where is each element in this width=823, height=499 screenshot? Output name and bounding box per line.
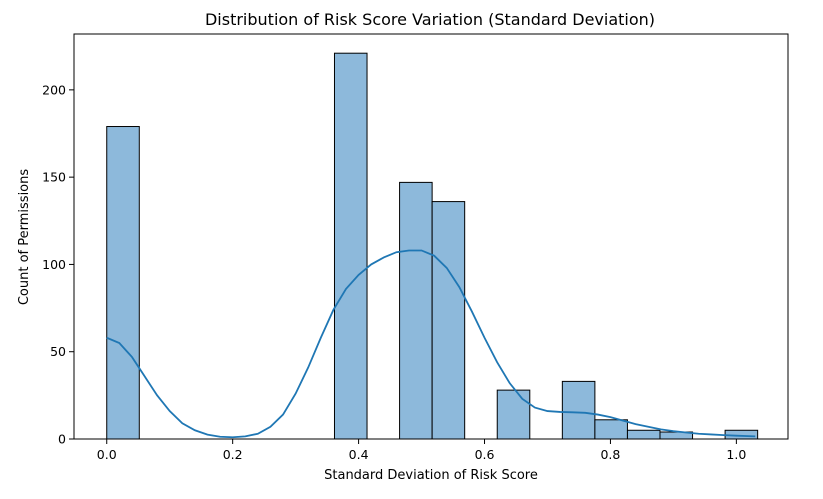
histogram-bar-1 <box>333 52 368 440</box>
kde-line <box>106 249 756 439</box>
histogram-bar-5 <box>561 380 596 440</box>
chart-title: Distribution of Risk Score Variation (St… <box>205 10 655 29</box>
x-tick-label: 0.2 <box>223 447 243 462</box>
histogram-bar-7 <box>626 429 661 440</box>
x-tick-label: 0.8 <box>600 447 620 462</box>
y-axis-label: Count of Permissions <box>17 169 32 306</box>
plot-frame <box>73 33 789 440</box>
bars-group <box>106 52 759 440</box>
histogram-bar-6 <box>594 419 628 440</box>
y-tick-label: 200 <box>42 82 66 97</box>
histogram-bar-2 <box>399 181 433 440</box>
y-tick-label: 100 <box>42 257 66 272</box>
x-tick-label: 1.0 <box>726 447 746 462</box>
x-axis-ticks: 0.0 0.2 0.4 0.6 0.8 1.0 <box>97 439 746 462</box>
x-tick-label: 0.4 <box>349 447 369 462</box>
histogram-bar-4 <box>496 389 531 440</box>
y-tick-label: 50 <box>50 344 66 359</box>
histogram-bar-0 <box>106 126 140 440</box>
y-tick-label: 150 <box>42 170 66 185</box>
y-tick-label: 0 <box>58 432 66 447</box>
y-axis-ticks: 0 50 100 150 200 <box>42 82 74 447</box>
histogram-bar-3 <box>431 201 466 440</box>
x-tick-label: 0.6 <box>475 447 495 462</box>
x-tick-label: 0.0 <box>97 447 117 462</box>
x-axis-label: Standard Deviation of Risk Score <box>324 468 538 483</box>
